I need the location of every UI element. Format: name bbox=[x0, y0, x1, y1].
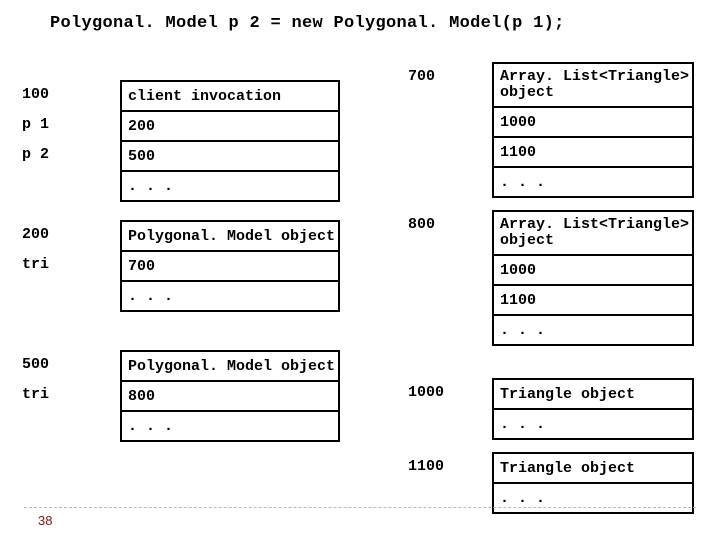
memory-cell: Array. List<Triangle> object bbox=[492, 62, 694, 108]
memory-cell: Triangle object bbox=[492, 452, 694, 484]
memory-cell: . . . bbox=[492, 482, 694, 514]
page-number: 38 bbox=[38, 513, 52, 528]
memory-address: 100 bbox=[22, 86, 49, 103]
memory-cell: Triangle object bbox=[492, 378, 694, 410]
page: Polygonal. Model p 2 = new Polygonal. Mo… bbox=[0, 0, 720, 540]
memory-cell: . . . bbox=[120, 280, 340, 312]
memory-cell: 1100 bbox=[492, 136, 694, 168]
memory-address: 700 bbox=[408, 68, 435, 85]
memory-cell: 1000 bbox=[492, 254, 694, 286]
footer-divider bbox=[24, 507, 696, 508]
memory-address: tri bbox=[22, 256, 49, 273]
memory-address: p 2 bbox=[22, 146, 49, 163]
memory-address: tri bbox=[22, 386, 49, 403]
memory-address: 200 bbox=[22, 226, 49, 243]
memory-cell: 700 bbox=[120, 250, 340, 282]
memory-cell: . . . bbox=[120, 410, 340, 442]
memory-cell: . . . bbox=[492, 314, 694, 346]
memory-cell: . . . bbox=[492, 408, 694, 440]
memory-cell: . . . bbox=[492, 166, 694, 198]
memory-cell: 1000 bbox=[492, 106, 694, 138]
memory-address: 500 bbox=[22, 356, 49, 373]
memory-address: 1000 bbox=[408, 384, 444, 401]
memory-cell: Polygonal. Model object bbox=[120, 220, 340, 252]
code-line: Polygonal. Model p 2 = new Polygonal. Mo… bbox=[50, 14, 565, 33]
memory-cell: Polygonal. Model object bbox=[120, 350, 340, 382]
memory-address: 1100 bbox=[408, 458, 444, 475]
memory-cell: 800 bbox=[120, 380, 340, 412]
memory-address: 800 bbox=[408, 216, 435, 233]
memory-cell: Array. List<Triangle> object bbox=[492, 210, 694, 256]
memory-cell: 1100 bbox=[492, 284, 694, 316]
memory-cell: client invocation bbox=[120, 80, 340, 112]
memory-cell: 500 bbox=[120, 140, 340, 172]
memory-cell: 200 bbox=[120, 110, 340, 142]
memory-address: p 1 bbox=[22, 116, 49, 133]
memory-cell: . . . bbox=[120, 170, 340, 202]
